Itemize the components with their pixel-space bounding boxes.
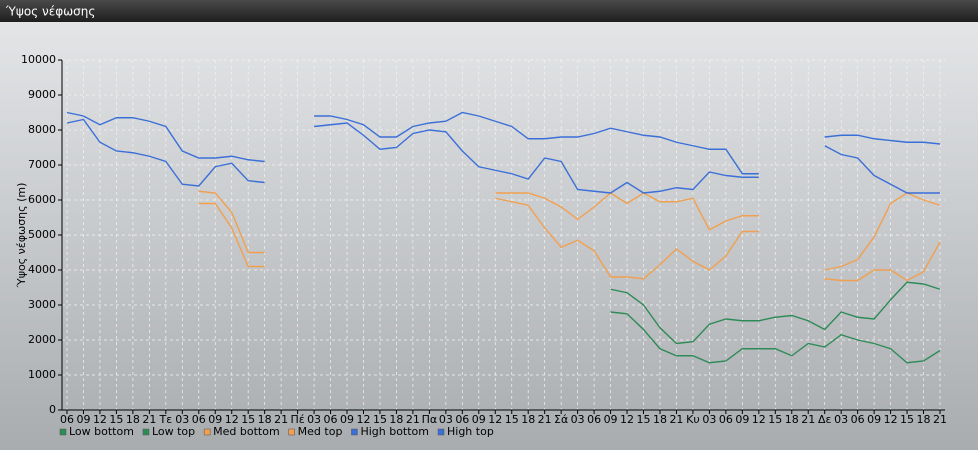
x-tick-label: 21 [406,413,420,426]
x-tick-label: 18 [785,413,799,426]
legend-swatch [437,428,445,436]
x-tick-label: 15 [373,413,387,426]
y-tick-label: 7000 [28,158,56,171]
x-tick-label: 12 [356,413,370,426]
series-line [66,118,940,194]
x-tick-label: 21 [142,413,156,426]
legend-label: Low bottom [69,425,134,438]
x-tick-label: 06 [324,413,338,426]
x-tick-label: Σά [554,413,568,426]
y-axis-label: Ύψος νέφωσης (m) [15,183,28,289]
legend-label: High top [447,425,494,438]
x-tick-label: Πέ [290,413,304,426]
series-line [198,197,941,282]
x-tick-label: 12 [620,413,634,426]
x-tick-label: Δε [818,413,832,426]
x-tick-label: 21 [274,413,288,426]
y-tick-label: 8000 [28,123,56,136]
x-tick-label: 12 [752,413,766,426]
x-tick-label: 21 [801,413,815,426]
x-tick-label: 03 [702,413,716,426]
x-tick-label: 15 [900,413,914,426]
legend-swatch [288,428,295,436]
x-tick-label: 18 [917,413,931,426]
x-tick-label: 18 [258,413,272,426]
legend-label: High bottom [360,425,429,438]
x-tick-label: 15 [241,413,255,426]
y-tick-label: 10000 [21,53,56,66]
y-tick-label: 6000 [28,193,56,206]
legend-swatch [59,428,67,436]
x-tick-label: 15 [637,413,651,426]
x-tick-label: 21 [933,413,947,426]
x-tick-label: 03 [175,413,189,426]
series-line [610,311,941,364]
x-tick-label: 03 [834,413,848,426]
x-tick-label: 09 [604,413,618,426]
x-tick-label: 09 [208,413,222,426]
x-tick-label: 18 [389,413,403,426]
x-tick-label: 15 [109,413,123,426]
y-tick-label: 3000 [28,298,56,311]
legend-label: Med top [298,425,343,438]
y-tick-label: 4000 [28,263,56,276]
x-tick-label: 12 [93,413,107,426]
y-tick-label: 2000 [28,333,56,346]
x-tick-label: 06 [587,413,601,426]
legend-swatch [142,428,150,436]
x-tick-label: 09 [76,413,90,426]
x-tick-label: 09 [735,413,749,426]
legend-label: Low top [152,425,195,438]
x-tick-label: 18 [653,413,667,426]
y-tick-label: 0 [49,403,56,416]
x-tick-label: 12 [225,413,239,426]
y-tick-label: 9000 [28,88,56,101]
x-tick-label: 12 [488,413,502,426]
legend-label: Med bottom [213,425,280,438]
x-tick-label: 03 [307,413,321,426]
x-tick-label: 21 [538,413,552,426]
x-tick-label: 12 [884,413,898,426]
legend-swatch [203,428,211,436]
series-line [66,111,941,175]
title-bar [0,0,978,22]
x-tick-label: 06 [192,413,206,426]
x-tick-label: 15 [768,413,782,426]
x-tick-label: 09 [867,413,881,426]
x-tick-label: Κυ [686,413,700,426]
x-tick-label: 18 [126,413,140,426]
chart-title: Ύψος νέφωσης [5,5,95,19]
x-tick-label: 06 [719,413,733,426]
y-tick-label: 1000 [28,368,56,381]
x-tick-label: 06 [851,413,865,426]
x-tick-label: 03 [439,413,453,426]
series-line [610,281,941,345]
legend-swatch [351,428,358,436]
x-tick-label: 06 [60,413,74,426]
x-tick-label: 15 [505,413,519,426]
x-tick-label: Τε [158,413,172,426]
x-tick-label: 06 [455,413,469,426]
x-tick-label: 09 [472,413,486,426]
x-tick-label: 03 [571,413,585,426]
x-tick-label: 18 [521,413,535,426]
x-tick-label: 09 [340,413,354,426]
x-tick-label: 21 [669,413,683,426]
series-line [198,190,941,271]
x-tick-label: Πα [422,413,438,426]
y-tick-label: 5000 [28,228,56,241]
